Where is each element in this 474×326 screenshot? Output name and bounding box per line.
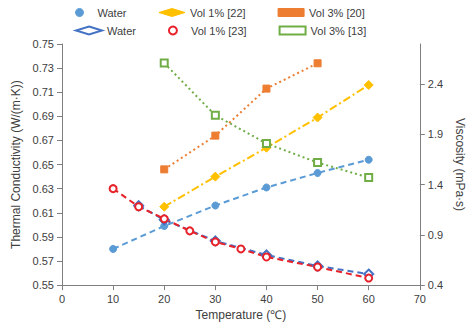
svg-text:0.55: 0.55: [33, 279, 54, 291]
svg-text:1.4: 1.4: [428, 179, 443, 191]
svg-text:40: 40: [260, 293, 272, 305]
svg-text:0.67: 0.67: [33, 134, 54, 146]
svg-text:2.4: 2.4: [428, 78, 443, 90]
svg-text:Viscosity (mPa·s): Viscosity (mPa·s): [453, 118, 467, 211]
svg-text:0.57: 0.57: [33, 255, 54, 267]
svg-text:Thermal Conductivity (W/(m·K)): Thermal Conductivity (W/(m·K)): [9, 80, 23, 249]
svg-text:Vol 1% [23]: Vol 1% [23]: [191, 25, 247, 37]
svg-text:0.59: 0.59: [33, 231, 54, 243]
svg-text:60: 60: [363, 293, 375, 305]
svg-text:1.9: 1.9: [428, 128, 443, 140]
svg-text:Temperature (℃): Temperature (℃): [196, 308, 287, 322]
svg-text:50: 50: [311, 293, 323, 305]
svg-text:0.61: 0.61: [33, 207, 54, 219]
svg-text:Vol 1% [22]: Vol 1% [22]: [190, 7, 246, 19]
svg-text:Vol 3% [13]: Vol 3% [13]: [311, 25, 367, 37]
svg-text:70: 70: [414, 293, 426, 305]
svg-text:20: 20: [158, 293, 170, 305]
svg-text:0.75: 0.75: [33, 38, 54, 50]
svg-text:30: 30: [209, 293, 221, 305]
svg-text:0: 0: [59, 293, 65, 305]
svg-text:10: 10: [107, 293, 119, 305]
svg-text:0.4: 0.4: [428, 279, 443, 291]
svg-text:Vol 3% [20]: Vol 3% [20]: [309, 7, 365, 19]
svg-text:0.71: 0.71: [33, 86, 54, 98]
svg-text:0.9: 0.9: [428, 229, 443, 241]
svg-text:0.73: 0.73: [33, 62, 54, 74]
svg-text:0.65: 0.65: [33, 159, 54, 171]
svg-text:0.69: 0.69: [33, 110, 54, 122]
svg-text:Water: Water: [98, 7, 127, 19]
svg-text:Water: Water: [107, 25, 136, 37]
svg-text:0.63: 0.63: [33, 183, 54, 195]
